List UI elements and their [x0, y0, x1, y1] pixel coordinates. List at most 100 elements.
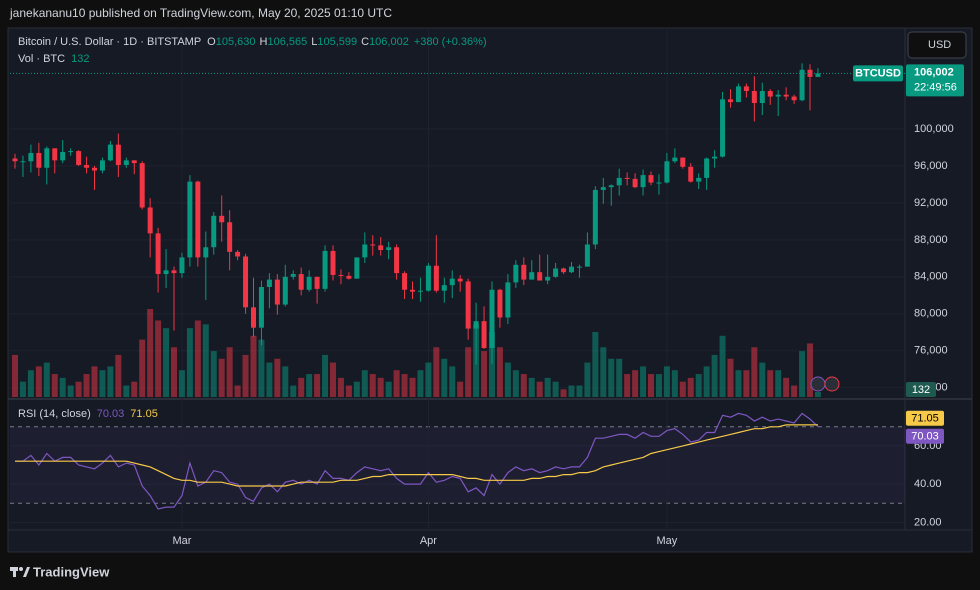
- volume-bar: [139, 339, 146, 397]
- volume-bar: [75, 381, 82, 397]
- rsi-ma-line: [15, 424, 819, 487]
- volume-bar: [51, 374, 58, 397]
- rsi-last: 70.03: [97, 408, 125, 420]
- rsi-tag-bg: [906, 428, 944, 444]
- candle-body: [640, 175, 646, 188]
- candle-body: [378, 245, 384, 251]
- candle-body: [545, 276, 551, 281]
- volume-bar: [600, 347, 607, 397]
- candle-body: [20, 161, 26, 163]
- candle-body: [139, 163, 145, 208]
- volume-bar: [496, 347, 503, 397]
- volume-bar: [401, 374, 408, 397]
- candle-body: [783, 94, 789, 97]
- volume-bar: [425, 362, 432, 397]
- volume-bar: [711, 354, 718, 397]
- y-tick-label: 96,000: [914, 160, 948, 172]
- candle-body: [799, 69, 805, 101]
- candle-body: [179, 257, 185, 274]
- ohlc-value: 106,565: [267, 36, 307, 48]
- candle-body: [767, 91, 773, 97]
- candle-body: [728, 99, 733, 103]
- volume-bar: [226, 347, 233, 397]
- volume-bar: [274, 358, 281, 397]
- volume-bar: [178, 370, 185, 397]
- candle-body: [521, 264, 527, 280]
- candle-body: [203, 247, 209, 258]
- candle-body: [52, 148, 58, 161]
- candle-body: [410, 289, 415, 292]
- candle-body: [465, 281, 471, 329]
- volume-bar: [663, 366, 670, 397]
- candle-body: [187, 181, 193, 258]
- volume-bar: [35, 366, 42, 397]
- candle-body: [266, 279, 272, 287]
- rsi-ma-tag: 71.05: [911, 413, 939, 425]
- candle-body: [258, 286, 264, 328]
- candle-body: [720, 99, 726, 157]
- volume-bar: [186, 328, 193, 397]
- volume-bar: [528, 377, 535, 397]
- candle-body: [314, 276, 320, 289]
- candle-body: [362, 244, 368, 258]
- volume-tag: 132: [912, 384, 930, 396]
- price-tag: 106,002: [914, 66, 954, 78]
- candle-body: [243, 256, 249, 308]
- volume-bar: [258, 339, 265, 397]
- candle-body: [457, 278, 463, 282]
- candle-body: [608, 185, 614, 188]
- change: +380 (+0.36%): [414, 36, 487, 48]
- volume-bar: [337, 377, 344, 397]
- volume-bar: [194, 320, 201, 397]
- volume-bar: [465, 347, 472, 397]
- candle-body: [44, 148, 50, 168]
- ohlc-value: 105,599: [317, 36, 357, 48]
- candle-body: [505, 282, 511, 318]
- volume-last: 132: [71, 53, 89, 65]
- candle-body: [688, 166, 694, 182]
- x-tick-label: Mar: [172, 535, 191, 547]
- volume-bar: [743, 370, 750, 397]
- rsi-band-fill: [10, 426, 905, 504]
- y-tick-label: 84,000: [914, 271, 948, 283]
- volume-bar: [322, 354, 329, 397]
- footer-logo: [10, 567, 30, 577]
- candle-body: [163, 270, 169, 275]
- volume-bar: [584, 362, 591, 397]
- volume-bar: [751, 347, 758, 397]
- x-tick-label: May: [657, 535, 678, 547]
- volume-bar: [481, 351, 488, 397]
- candle-body: [290, 274, 296, 277]
- candle-body: [632, 178, 638, 188]
- candle-body: [576, 266, 582, 268]
- candle-body: [147, 207, 153, 234]
- rsi-title: RSI (14, close): [18, 408, 91, 420]
- logo-part: [13, 567, 16, 577]
- currency-label[interactable]: USD: [928, 39, 951, 51]
- candle-body: [28, 152, 34, 162]
- candle-body: [131, 160, 137, 164]
- volume-bar: [687, 377, 694, 397]
- volume-bar: [814, 391, 821, 397]
- event-icon: [810, 376, 826, 392]
- candle-body: [211, 215, 217, 248]
- candle-body: [664, 161, 670, 183]
- candle-body: [592, 189, 598, 245]
- candle-body: [529, 272, 535, 280]
- candle-body: [751, 91, 757, 104]
- candle-body: [775, 94, 781, 97]
- volume-bar: [298, 377, 305, 397]
- volume-bar: [242, 354, 249, 397]
- volume-bar: [43, 362, 50, 397]
- candle-body: [195, 181, 201, 258]
- volume-bar: [306, 374, 313, 397]
- chart-legend: Bitcoin / U.S. Dollar · 1D · BITSTAMP O10…: [18, 36, 487, 48]
- volume-bar: [544, 377, 551, 397]
- candle-body: [298, 274, 304, 290]
- symbol-tag: BTCUSD: [855, 67, 901, 79]
- currency-button[interactable]: [907, 31, 967, 59]
- volume-bar: [735, 370, 742, 397]
- candle-body: [759, 91, 765, 104]
- volume-bar: [385, 381, 392, 397]
- candle-body: [624, 177, 630, 179]
